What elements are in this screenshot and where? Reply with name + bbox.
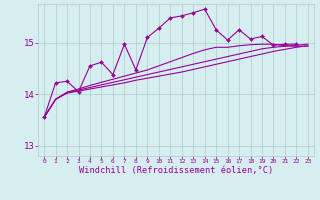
X-axis label: Windchill (Refroidissement éolien,°C): Windchill (Refroidissement éolien,°C) xyxy=(79,166,273,175)
